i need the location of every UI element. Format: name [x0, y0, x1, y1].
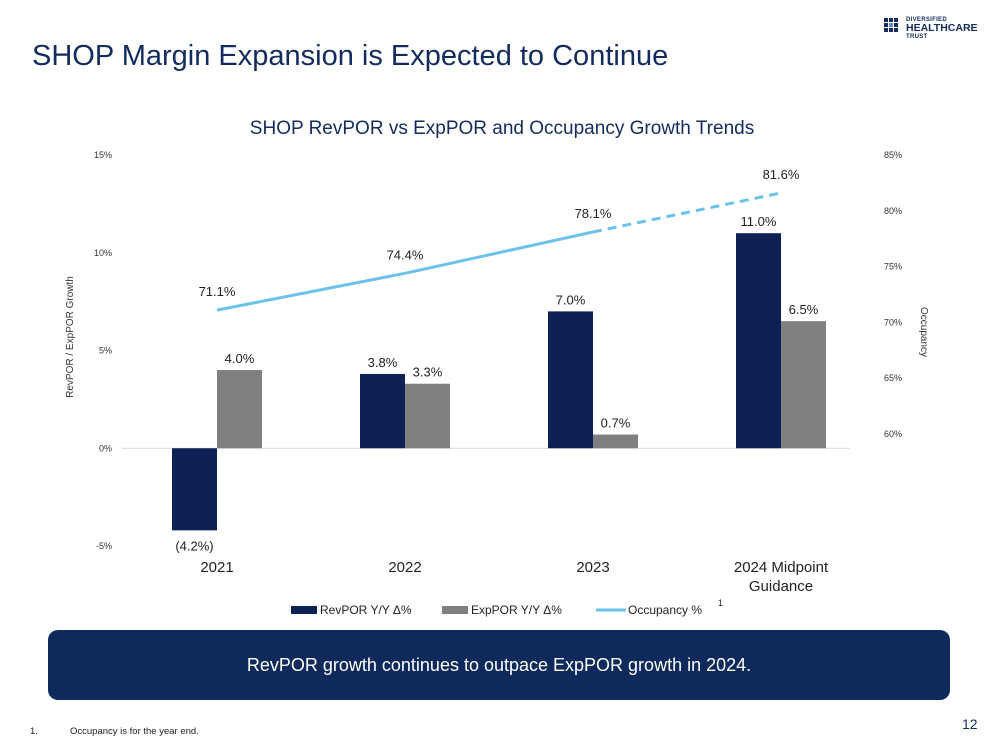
logo-line-1: DIVERSIFIED [906, 17, 947, 23]
company-logo: DIVERSIFIED HEALTHCARE TRUST [884, 15, 984, 45]
x-tick-label: 2023 [576, 559, 609, 576]
bar-exppor-label: 0.7% [601, 416, 631, 431]
bar-revpor [548, 311, 593, 449]
x-tick-label: 2022 [388, 559, 421, 576]
y2-axis-label: Occupancy [918, 307, 929, 357]
legend-superscript: 1 [718, 598, 723, 608]
y-tick-label: 10% [94, 248, 112, 258]
bar-revpor [736, 233, 781, 449]
footnote: 1. Occupancy is for the year end. [30, 726, 199, 737]
logo-line-2: HEALTHCARE [906, 22, 978, 34]
footnote-number: 1. [30, 726, 38, 737]
x-tick-label: Guidance [749, 578, 813, 595]
y-axis-label: RevPOR / ExpPOR Growth [65, 276, 76, 398]
occupancy-line-segment [404, 230, 594, 275]
y-tick-label: 0% [99, 443, 112, 453]
y2-tick-label: 80% [884, 206, 902, 216]
y2-tick-label: 60% [884, 429, 902, 439]
y-tick-label: -5% [96, 541, 112, 551]
page-title: SHOP Margin Expansion is Expected to Con… [32, 40, 669, 72]
y2-tick-label: 70% [884, 317, 902, 327]
logo-grid-icon [884, 18, 898, 32]
logo-line-3: TRUST [906, 33, 928, 40]
legend-label-exppor: ExpPOR Y/Y Δ% [471, 603, 562, 617]
bar-revpor-label: 7.0% [556, 292, 586, 307]
bar-revpor-label: 3.8% [368, 355, 398, 370]
bar-exppor-label: 4.0% [225, 351, 255, 366]
callout-banner: RevPOR growth continues to outpace ExpPO… [48, 630, 950, 700]
bar-revpor [360, 373, 405, 449]
x-tick-label: 2021 [200, 559, 233, 576]
bar-exppor-label: 6.5% [789, 302, 819, 317]
legend-label-revpor: RevPOR Y/Y Δ% [320, 603, 412, 617]
legend-swatch-exppor [442, 606, 468, 614]
chart-title: SHOP RevPOR vs ExpPOR and Occupancy Grow… [250, 118, 754, 139]
bar-revpor-label: 11.0% [741, 214, 777, 229]
y2-tick-label: 85% [884, 150, 902, 160]
callout-text: RevPOR growth continues to outpace ExpPO… [246, 654, 752, 675]
occupancy-label: 78.1% [575, 206, 612, 221]
y-tick-label: 15% [94, 150, 112, 160]
bar-exppor [405, 383, 450, 449]
page-number: 12 [962, 716, 978, 732]
bar-exppor [217, 370, 262, 449]
x-tick-label: 2024 Midpoint [734, 559, 829, 576]
occupancy-label: 74.4% [387, 247, 424, 262]
bar-revpor-label: (4.2%) [175, 538, 213, 553]
bar-exppor [781, 321, 826, 449]
y2-tick-label: 75% [884, 262, 902, 272]
occupancy-line-segment [216, 271, 406, 312]
bar-revpor [172, 448, 217, 531]
legend-swatch-revpor [291, 606, 317, 614]
y2-tick-label: 65% [884, 373, 902, 383]
legend-label-occupancy: Occupancy % [628, 603, 702, 617]
occupancy-label: 71.1% [199, 284, 236, 299]
bar-exppor-label: 3.3% [413, 365, 443, 380]
bar-exppor [593, 434, 638, 449]
occupancy-line-dashed [592, 191, 782, 234]
y-tick-label: 5% [99, 346, 112, 356]
footnote-text: Occupancy is for the year end. [70, 726, 199, 737]
combo-chart: SHOP RevPOR vs ExpPOR and Occupancy Grow… [65, 118, 929, 617]
occupancy-label: 81.6% [763, 167, 800, 182]
